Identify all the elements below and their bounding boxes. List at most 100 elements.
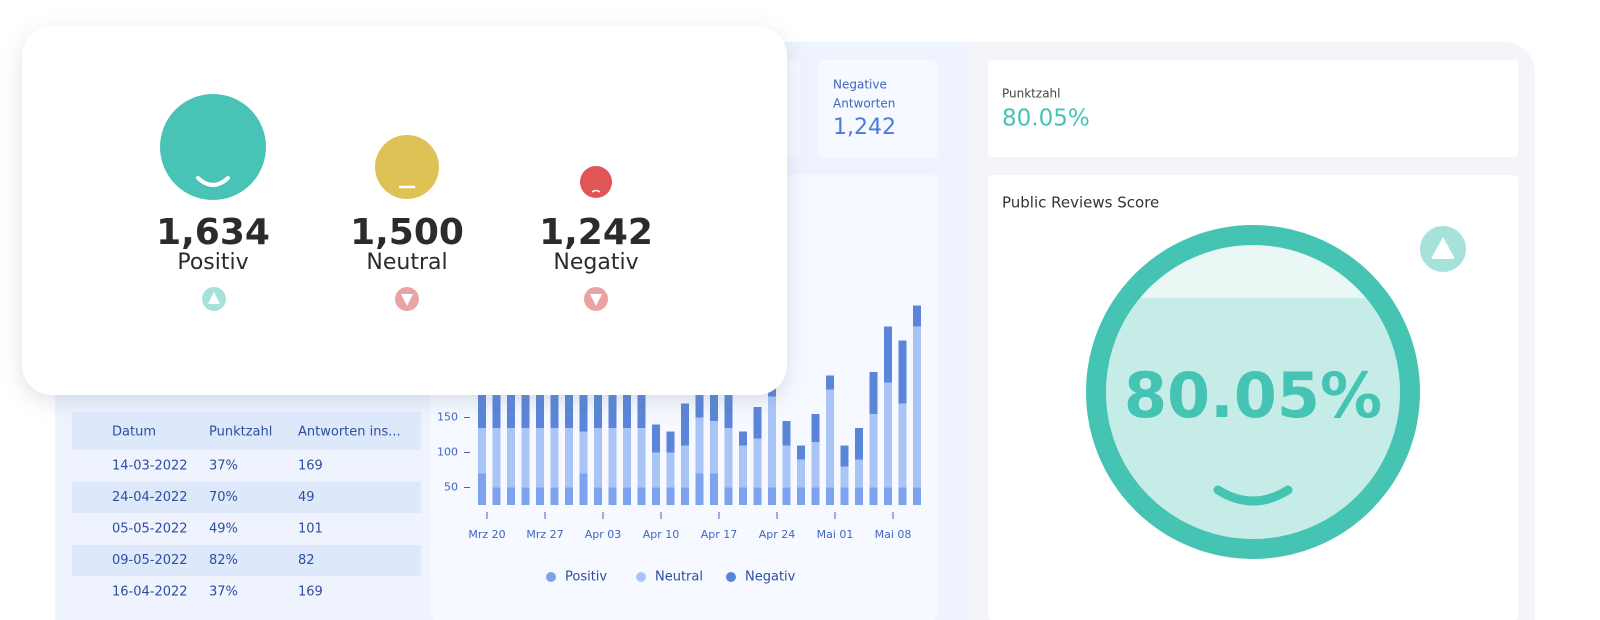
x-tick-label: Mai 08 bbox=[875, 528, 912, 541]
bar-segment bbox=[913, 487, 921, 505]
y-tick-label: 50 bbox=[444, 481, 458, 494]
x-tick-label: Apr 24 bbox=[759, 528, 796, 541]
bar-segment bbox=[536, 386, 544, 428]
table-header-cell: Antworten ins... bbox=[298, 425, 401, 440]
bar-segment bbox=[869, 487, 878, 505]
kpi-label: Punktzahl bbox=[1002, 87, 1060, 101]
bar-segment bbox=[637, 428, 646, 488]
sentiment-count: 1,500 bbox=[350, 212, 464, 253]
bar-segment bbox=[884, 382, 892, 488]
bar-segment bbox=[710, 372, 718, 421]
table-cell: 05-05-2022 bbox=[112, 522, 188, 537]
bar-segment bbox=[550, 386, 559, 428]
bar-segment bbox=[608, 428, 617, 488]
gauge-value: 80.05% bbox=[1124, 359, 1382, 432]
bar-segment bbox=[826, 375, 834, 390]
bar-segment bbox=[492, 386, 501, 428]
bar-segment bbox=[753, 407, 762, 439]
face-smile bbox=[196, 176, 230, 187]
bar-segment bbox=[623, 487, 631, 505]
bar-segment bbox=[782, 487, 791, 505]
table-cell: 49% bbox=[209, 522, 238, 537]
bar-segment bbox=[550, 428, 559, 488]
bar-segment bbox=[797, 487, 805, 505]
kpi-label: Antworten bbox=[833, 97, 895, 111]
bar-segment bbox=[681, 487, 689, 505]
bar-segment bbox=[521, 386, 530, 428]
table-cell: 16-04-2022 bbox=[112, 585, 188, 600]
table-cell: 169 bbox=[298, 459, 323, 474]
bar-segment bbox=[623, 386, 631, 428]
bar-segment bbox=[652, 452, 660, 488]
bar-segment bbox=[507, 487, 515, 505]
bar-segment bbox=[753, 438, 762, 488]
bar-segment bbox=[724, 372, 733, 428]
bar-segment bbox=[797, 445, 805, 460]
bar-segment bbox=[507, 428, 515, 488]
bar-segment bbox=[594, 386, 602, 428]
bar-segment bbox=[869, 414, 878, 488]
bar-segment bbox=[782, 445, 791, 488]
x-tick-label: Apr 10 bbox=[643, 528, 680, 541]
table-cell: 70% bbox=[209, 490, 238, 505]
sentiment-count: 1,242 bbox=[539, 212, 653, 253]
table-cell: 24-04-2022 bbox=[112, 490, 188, 505]
sentiment-label: Negativ bbox=[553, 250, 638, 275]
gauge-title: Public Reviews Score bbox=[1002, 194, 1159, 212]
bar-segment bbox=[898, 340, 907, 404]
bar-segment bbox=[565, 386, 573, 428]
bar-segment bbox=[840, 445, 849, 467]
table-cell: 37% bbox=[209, 459, 238, 474]
bar-segment bbox=[913, 305, 921, 327]
bar-segment bbox=[855, 487, 863, 505]
bar-segment bbox=[478, 386, 486, 428]
face-frown bbox=[591, 189, 601, 193]
bar-segment bbox=[898, 403, 907, 488]
legend-marker bbox=[726, 572, 736, 582]
bar-segment bbox=[753, 487, 762, 505]
bar-segment bbox=[840, 487, 849, 505]
bar-segment bbox=[869, 372, 878, 414]
bar-segment bbox=[884, 326, 892, 383]
kpi-value: 80.05% bbox=[1002, 106, 1090, 132]
legend-label: Positiv bbox=[565, 570, 607, 585]
bar-segment bbox=[652, 487, 660, 505]
sentiment-count: 1,634 bbox=[156, 212, 270, 253]
bar-segment bbox=[768, 487, 776, 505]
table-cell: 82% bbox=[209, 553, 238, 568]
face-neutral bbox=[375, 135, 439, 199]
bar-segment bbox=[637, 386, 646, 428]
bar-segment bbox=[739, 445, 747, 488]
legend-label: Neutral bbox=[655, 570, 703, 585]
table-cell: 37% bbox=[209, 585, 238, 600]
bar-segment bbox=[594, 428, 602, 488]
bar-segment bbox=[594, 487, 602, 505]
kpi-value: 1,242 bbox=[833, 115, 896, 140]
bar-segment bbox=[681, 445, 689, 488]
bar-segment bbox=[550, 487, 559, 505]
bar-segment bbox=[521, 428, 530, 488]
table-cell: 09-05-2022 bbox=[112, 553, 188, 568]
bar-segment bbox=[666, 487, 675, 505]
bar-segment bbox=[782, 421, 791, 446]
kpi-label: Negative bbox=[833, 78, 887, 92]
bar-segment bbox=[478, 428, 486, 474]
y-tick-label: 150 bbox=[437, 411, 458, 424]
bar-segment bbox=[579, 431, 588, 474]
bar-segment bbox=[739, 487, 747, 505]
kpi-card bbox=[988, 60, 1518, 157]
sentiment-label: Positiv bbox=[177, 250, 248, 275]
sentiment-label: Neutral bbox=[366, 250, 447, 275]
bar-segment bbox=[637, 487, 646, 505]
bar-segment bbox=[811, 442, 820, 488]
bar-segment bbox=[608, 487, 617, 505]
bar-segment bbox=[623, 428, 631, 488]
trend-down bbox=[590, 294, 602, 306]
bar-segment bbox=[492, 487, 501, 505]
bar-segment bbox=[797, 459, 805, 488]
bar-segment bbox=[768, 396, 776, 488]
bar-segment bbox=[521, 487, 530, 505]
bar-segment bbox=[710, 421, 718, 474]
table-cell: 49 bbox=[298, 490, 315, 505]
bar-segment bbox=[579, 389, 588, 432]
